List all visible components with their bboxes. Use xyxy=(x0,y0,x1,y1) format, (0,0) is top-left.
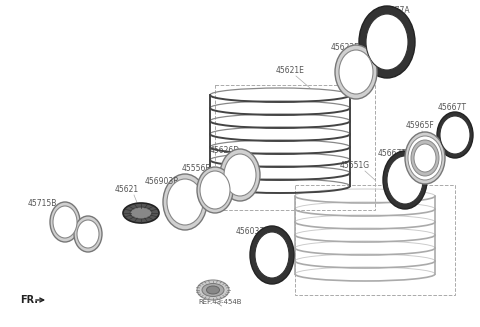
Ellipse shape xyxy=(53,206,77,238)
Ellipse shape xyxy=(197,280,229,300)
Ellipse shape xyxy=(408,136,442,180)
Text: 45715B: 45715B xyxy=(27,199,57,208)
Ellipse shape xyxy=(250,226,294,284)
Ellipse shape xyxy=(167,179,203,225)
Text: 45626D: 45626D xyxy=(210,146,240,155)
Text: 456903B: 456903B xyxy=(145,177,179,186)
Text: 456037B: 456037B xyxy=(236,227,270,236)
Text: 45622E: 45622E xyxy=(331,43,360,52)
Ellipse shape xyxy=(359,6,415,78)
Text: 45667T: 45667T xyxy=(437,103,467,112)
Ellipse shape xyxy=(50,202,80,242)
Ellipse shape xyxy=(255,232,289,278)
Text: 45577A: 45577A xyxy=(380,6,410,15)
Ellipse shape xyxy=(220,149,260,201)
Ellipse shape xyxy=(437,112,473,158)
Ellipse shape xyxy=(206,286,219,294)
Text: 45965F: 45965F xyxy=(406,121,434,130)
Ellipse shape xyxy=(163,174,207,230)
Ellipse shape xyxy=(197,167,233,213)
Ellipse shape xyxy=(123,203,159,223)
Text: 45621E: 45621E xyxy=(276,66,304,75)
Ellipse shape xyxy=(74,216,102,252)
Ellipse shape xyxy=(411,140,439,176)
Ellipse shape xyxy=(130,207,152,219)
Ellipse shape xyxy=(339,50,373,94)
Ellipse shape xyxy=(200,171,230,209)
Text: 45651G: 45651G xyxy=(340,161,370,170)
Text: 45667T: 45667T xyxy=(377,149,407,158)
Ellipse shape xyxy=(387,156,423,204)
Ellipse shape xyxy=(414,144,436,172)
Ellipse shape xyxy=(440,116,470,154)
Ellipse shape xyxy=(383,151,427,209)
Ellipse shape xyxy=(405,132,445,184)
Ellipse shape xyxy=(77,220,99,248)
Text: 45621: 45621 xyxy=(115,185,139,194)
Text: FR.: FR. xyxy=(20,295,38,305)
Text: REF.43-454B: REF.43-454B xyxy=(198,299,242,305)
Text: 45556B: 45556B xyxy=(181,164,211,173)
Ellipse shape xyxy=(202,284,224,297)
Ellipse shape xyxy=(224,154,256,196)
Ellipse shape xyxy=(366,14,408,70)
Ellipse shape xyxy=(335,45,377,99)
